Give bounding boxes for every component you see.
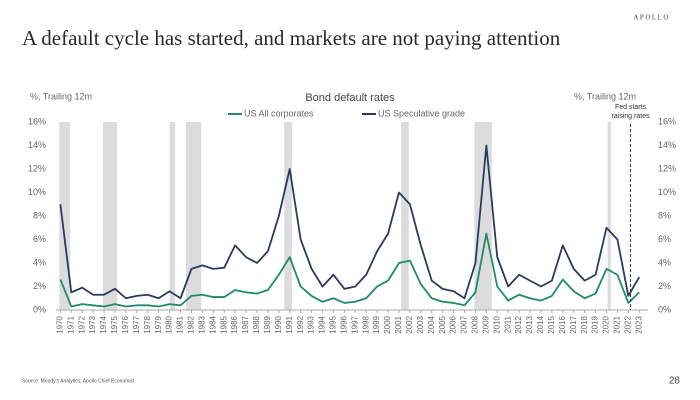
- x-tick-label: 1981: [176, 315, 185, 333]
- y2-tick-label: 4%: [658, 257, 671, 267]
- x-tick-label: 1999: [372, 315, 381, 333]
- recession-band: [607, 122, 611, 310]
- y2-tick-label: 14%: [658, 140, 676, 150]
- x-tick-label: 2018: [580, 315, 589, 333]
- line-series: [59, 144, 641, 300]
- recession-band: [284, 122, 292, 310]
- x-tick-label: 1990: [274, 315, 283, 333]
- page-number: 28: [669, 376, 681, 387]
- x-tick-label: 2004: [427, 315, 436, 333]
- x-tick-label: 1994: [318, 315, 327, 333]
- x-tick-label: 2014: [536, 315, 545, 333]
- x-tick-label: 2022: [623, 315, 632, 333]
- x-tick-label: 1982: [187, 315, 196, 333]
- x-tick-label: 1983: [197, 315, 206, 333]
- y2-tick-label: 6%: [658, 234, 671, 244]
- brand: APOLLO: [633, 14, 670, 22]
- x-tick-label: 1984: [208, 315, 217, 333]
- x-tick-label: 2019: [591, 315, 600, 333]
- x-tick-label: 1970: [55, 315, 64, 333]
- recession-band: [401, 122, 409, 310]
- x-tick-label: 1978: [143, 315, 152, 333]
- x-tick-label: 1973: [88, 315, 97, 333]
- x-tick-label: 1971: [66, 315, 75, 333]
- y-tick-label: 8%: [33, 210, 46, 220]
- legend-label: US Speculative grade: [378, 108, 465, 118]
- x-tick-label: 1987: [241, 315, 250, 333]
- x-tick-label: 2011: [503, 315, 512, 333]
- y-tick-label: 2%: [33, 281, 46, 291]
- x-tick-label: 2008: [471, 315, 480, 333]
- y-tick-label: 12%: [28, 163, 46, 173]
- x-tick-label: 1979: [154, 315, 163, 333]
- y2-tick-label: 8%: [658, 210, 671, 220]
- x-tick-label: 1985: [219, 315, 228, 333]
- x-tick-label: 1975: [110, 315, 119, 333]
- recession-band: [59, 122, 71, 310]
- x-tick-label: 2012: [514, 315, 523, 333]
- x-tick-label: 2021: [613, 315, 622, 333]
- x-tick-label: 2003: [416, 315, 425, 333]
- x-tick-label: 1998: [361, 315, 370, 333]
- annotation-text: Fed starts: [615, 104, 647, 111]
- x-tick-label: 1991: [285, 315, 294, 333]
- x-tick-label: 1976: [121, 315, 130, 333]
- page-title: A default cycle has started, and markets…: [22, 26, 561, 50]
- recession-band: [474, 122, 492, 310]
- x-tick-label: 2020: [602, 315, 611, 333]
- x-tick-label: 2013: [525, 315, 534, 333]
- y2-axis-label: %, Trailing 12m: [574, 91, 636, 101]
- y-tick-label: 10%: [28, 187, 46, 197]
- x-tick-label: 1974: [99, 315, 108, 333]
- y-tick-label: 4%: [33, 257, 46, 267]
- x-tick-label: 1997: [350, 315, 359, 333]
- legend-label: US All corporates: [244, 108, 314, 118]
- x-tick-label: 2010: [492, 315, 501, 333]
- x-tick-label: 1972: [77, 315, 86, 333]
- x-tick-label: 2017: [569, 315, 578, 333]
- x-tick-label: 2023: [634, 315, 643, 333]
- x-tick-label: 2007: [460, 315, 469, 333]
- y2-tick-label: 10%: [658, 187, 676, 197]
- y-tick-label: 16%: [28, 116, 46, 126]
- x-tick-label: 1996: [339, 315, 348, 333]
- source: Source: Moody's Analytics, Apollo Chief …: [22, 378, 135, 384]
- x-tick-label: 1992: [296, 315, 305, 333]
- x-tick-label: 1988: [252, 315, 261, 333]
- y2-tick-label: 12%: [658, 163, 676, 173]
- recession-band: [169, 122, 176, 310]
- y-tick-label: 6%: [33, 234, 46, 244]
- x-tick-label: 2002: [405, 315, 414, 333]
- recession-band: [185, 122, 202, 310]
- y2-tick-label: 2%: [658, 281, 671, 291]
- x-tick-label: 2000: [383, 315, 392, 333]
- x-tick-label: 1989: [263, 315, 272, 333]
- x-tick-label: 1995: [329, 315, 338, 333]
- x-tick-label: 1977: [132, 315, 141, 333]
- y2-tick-label: 0%: [658, 304, 671, 314]
- recession-band: [102, 122, 118, 310]
- y2-tick-label: 16%: [658, 116, 676, 126]
- x-tick-label: 2001: [394, 315, 403, 333]
- x-tick-label: 1986: [230, 315, 239, 333]
- y-tick-label: 14%: [28, 140, 46, 150]
- x-tick-label: 2005: [438, 315, 447, 333]
- x-tick-label: 2015: [547, 315, 556, 333]
- y-axis-label: %, Trailing 12m: [30, 91, 92, 101]
- x-tick-label: 2006: [449, 315, 458, 333]
- x-tick-label: 2016: [558, 315, 567, 333]
- chart-title: Bond default rates: [305, 92, 395, 104]
- annotation-text: raising rates: [611, 113, 650, 120]
- y-tick-label: 0%: [33, 304, 46, 314]
- x-tick-label: 1980: [165, 315, 174, 333]
- x-tick-label: 2009: [481, 315, 490, 333]
- line-series: [59, 232, 640, 308]
- x-tick-label: 1993: [307, 315, 316, 333]
